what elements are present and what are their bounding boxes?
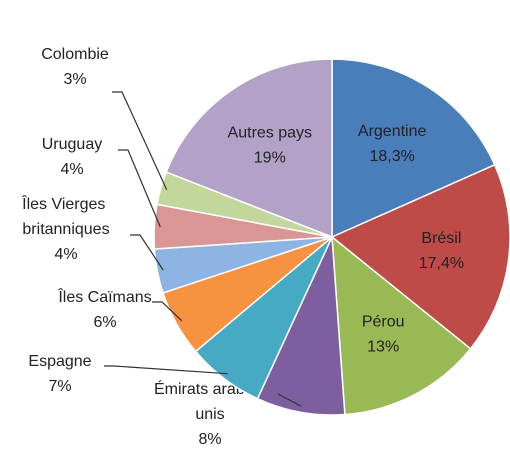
- value-label: 18,3%: [369, 148, 414, 165]
- category-label: Îles Caïmans: [57, 287, 151, 306]
- category-label-line: Uruguay: [42, 136, 102, 153]
- value-label: 4%: [54, 246, 77, 263]
- pie-slice: [331, 58, 496, 239]
- value-label: 13%: [367, 338, 399, 355]
- category-label-line: Brésil: [421, 230, 461, 247]
- value-label: 6%: [93, 314, 116, 331]
- pie-slice: [256, 236, 346, 416]
- category-label: Uruguay: [42, 136, 102, 153]
- category-label-line: Argentine: [358, 123, 427, 140]
- category-label-line: Pérou: [362, 313, 405, 330]
- pie-slice: [331, 235, 472, 416]
- category-label: Autres pays: [228, 125, 312, 142]
- leader-line: [152, 301, 183, 322]
- category-label: Argentine: [358, 123, 427, 140]
- value-label: 3%: [63, 71, 86, 88]
- category-label-line: britanniques: [22, 221, 109, 238]
- category-label-line: Espagne: [28, 353, 91, 370]
- value-label: 17,4%: [419, 255, 464, 272]
- value-label: 7%: [48, 378, 71, 395]
- category-label-line: unis: [195, 406, 224, 423]
- pie-slice: [330, 163, 510, 350]
- category-label: Brésil: [421, 230, 461, 247]
- value-label: 8%: [198, 431, 221, 448]
- pie-slice: [165, 58, 333, 239]
- value-label: 19%: [254, 150, 286, 167]
- category-label: Colombie: [41, 46, 109, 63]
- leader-line: [104, 365, 228, 375]
- category-label-line: Îles Vierges: [21, 194, 110, 213]
- value-label: 4%: [60, 161, 83, 178]
- category-label-line: Autres pays: [228, 125, 312, 142]
- leader-line: [118, 149, 161, 228]
- category-label: Îles Vierges britanniques: [21, 194, 110, 238]
- category-label: Pérou: [362, 313, 405, 330]
- category-label: Espagne: [28, 353, 91, 370]
- leader-line: [130, 234, 164, 271]
- category-label-line: Colombie: [41, 46, 109, 63]
- category-label-line: Îles Caïmans: [57, 287, 151, 306]
- leader-line: [112, 91, 168, 190]
- leader-line: [277, 393, 302, 407]
